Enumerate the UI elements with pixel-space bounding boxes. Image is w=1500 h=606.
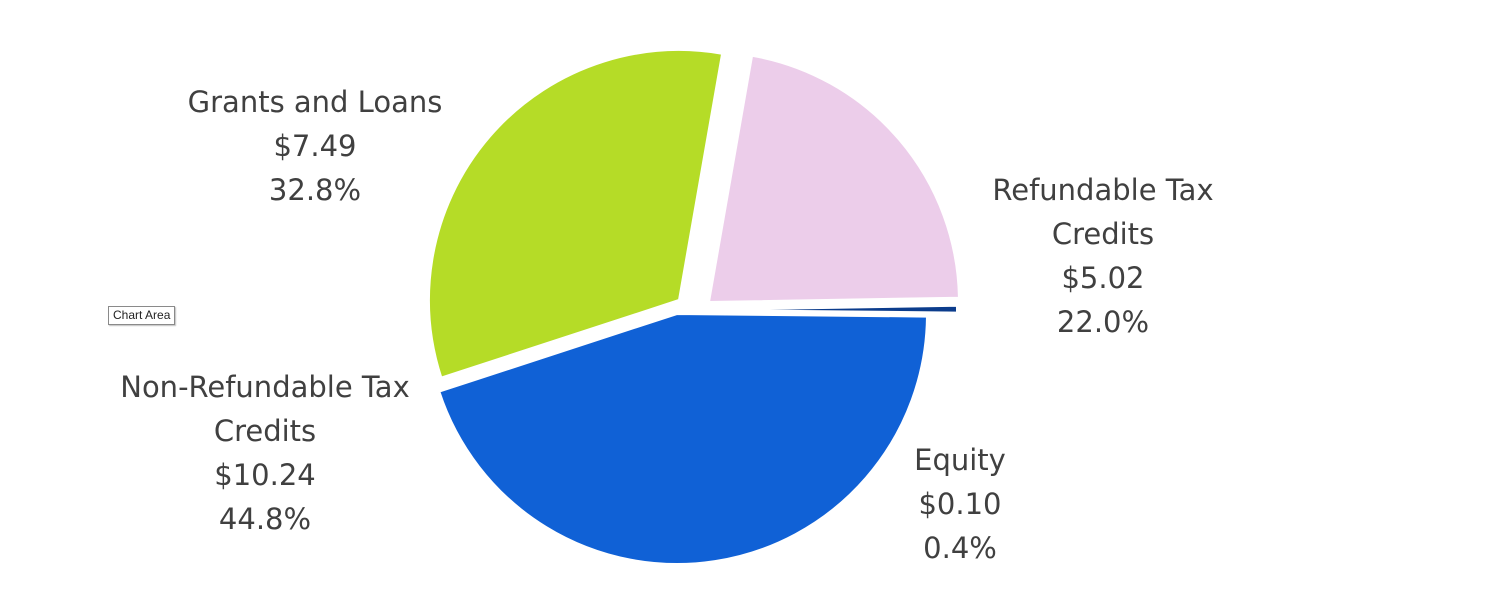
data-label-refundable-value: $5.02: [1061, 261, 1145, 295]
data-label-nonrefundable-percent: 44.8%: [218, 502, 312, 536]
data-label-non-refundable-tax-credits: Non-Refundable Tax Credits $10.24 44.8%: [110, 365, 420, 541]
data-label-refundable-tax-credits: Refundable Tax Credits $5.02 22.0%: [988, 168, 1218, 344]
data-label-nonrefundable-value: $10.24: [214, 458, 316, 492]
pie-slice-non-refundable-tax-credits[interactable]: [438, 312, 929, 566]
data-label-nonrefundable-name-2: Credits: [213, 414, 317, 448]
data-label-refundable-name-1: Refundable Tax: [992, 173, 1214, 207]
data-label-grants-percent: 32.8%: [268, 173, 362, 207]
pie-slice-grants-and-loans[interactable]: [427, 49, 724, 379]
data-label-grants-value: $7.49: [273, 129, 357, 163]
pie-slice-refundable-tax-credits[interactable]: [707, 54, 960, 304]
data-label-nonrefundable-name-1: Non-Refundable Tax: [120, 370, 410, 404]
pie-slice-equity[interactable]: [706, 304, 959, 314]
data-label-equity-name: Equity: [914, 443, 1006, 477]
data-label-grants-and-loans: Grants and Loans $7.49 32.8%: [170, 80, 460, 212]
data-label-equity-value: $0.10: [918, 487, 1002, 521]
data-label-refundable-percent: 22.0%: [1056, 305, 1150, 339]
data-label-equity: Equity $0.10 0.4%: [905, 438, 1015, 570]
chart-area-tooltip: Chart Area: [108, 306, 176, 325]
data-label-refundable-name-2: Credits: [1051, 217, 1155, 251]
data-label-grants-name: Grants and Loans: [187, 85, 443, 119]
data-label-equity-percent: 0.4%: [923, 531, 997, 565]
